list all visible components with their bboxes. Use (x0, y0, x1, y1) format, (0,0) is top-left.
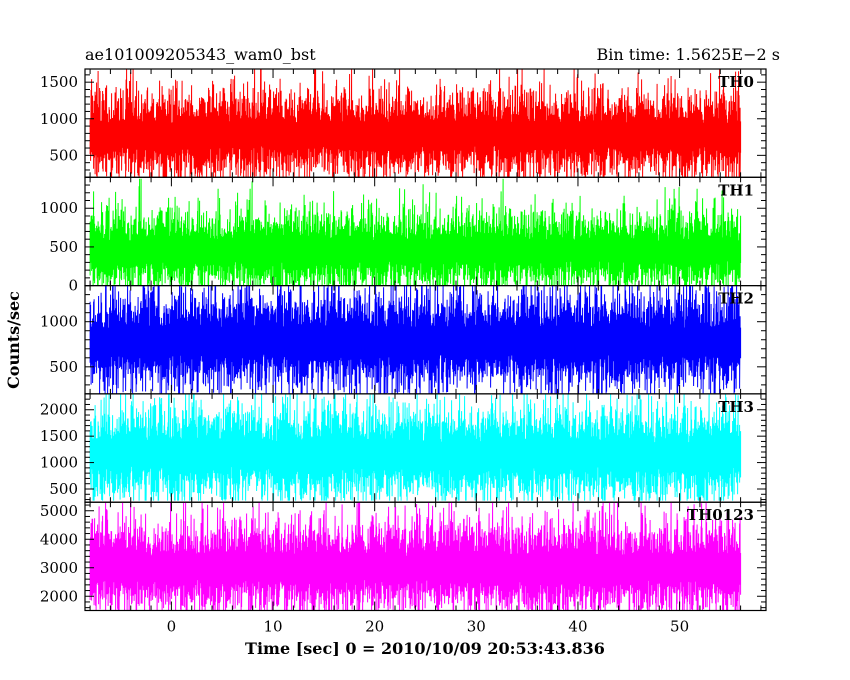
y-tick-label: 2000 (40, 401, 78, 419)
y-tick-label: 1000 (40, 313, 78, 331)
y-tick-label: 500 (49, 238, 78, 256)
panel-th0: 500 1000 1500 TH0 (40, 68, 767, 178)
y-tick-label: 1500 (40, 73, 78, 91)
x-tick-label: 50 (670, 618, 689, 636)
series-th2 (89, 285, 742, 394)
x-axis-label: Time [sec] 0 = 2010/10/09 20:53:43.836 (245, 639, 605, 658)
y-tick-label: 3000 (40, 559, 78, 577)
y-tick-label: 0 (68, 277, 78, 295)
y-tick-label: 1500 (40, 427, 78, 445)
y-tick-label: 2000 (40, 587, 78, 605)
series-th1 (89, 178, 742, 286)
y-tick-label: 1000 (40, 110, 78, 128)
y-tick-label: 500 (49, 358, 78, 376)
chart-title: ae101009205343_wam0_bst (85, 45, 316, 64)
panel-th3: 500 1000 1500 2000 TH3 (40, 393, 767, 503)
y-tick-label: 1000 (40, 199, 78, 217)
panel-label-th0: TH0 (718, 73, 754, 91)
panel-th0123: 2000 3000 4000 5000 TH0123 (40, 501, 767, 612)
panel-th1: 0 500 1000 TH1 (40, 176, 767, 295)
y-tick-label: 1000 (40, 454, 78, 472)
panel-label-th1: TH1 (718, 181, 754, 199)
y-tick-label: 500 (49, 146, 78, 164)
x-tick-label: 0 (167, 618, 177, 636)
panel-label-th3: TH3 (718, 398, 754, 416)
y-tick-label: 5000 (40, 502, 78, 520)
bin-time-label: Bin time: 1.5625E−2 s (597, 45, 780, 64)
series-th0 (89, 69, 742, 178)
panel-th2: 500 1000 TH2 (40, 285, 767, 395)
series-th3 (89, 393, 742, 501)
x-tick-label: 20 (365, 618, 384, 636)
y-axis-label: Counts/sec (4, 291, 23, 389)
y-tick-label: 500 (49, 480, 78, 498)
panel-label-th2: TH2 (718, 290, 754, 308)
x-tick-label: 10 (263, 618, 282, 636)
series-th0123 (89, 502, 742, 611)
x-tick-label: 30 (467, 618, 486, 636)
panel-label-th0123: TH0123 (687, 506, 754, 524)
y-tick-label: 4000 (40, 530, 78, 548)
x-tick-label: 40 (568, 618, 587, 636)
